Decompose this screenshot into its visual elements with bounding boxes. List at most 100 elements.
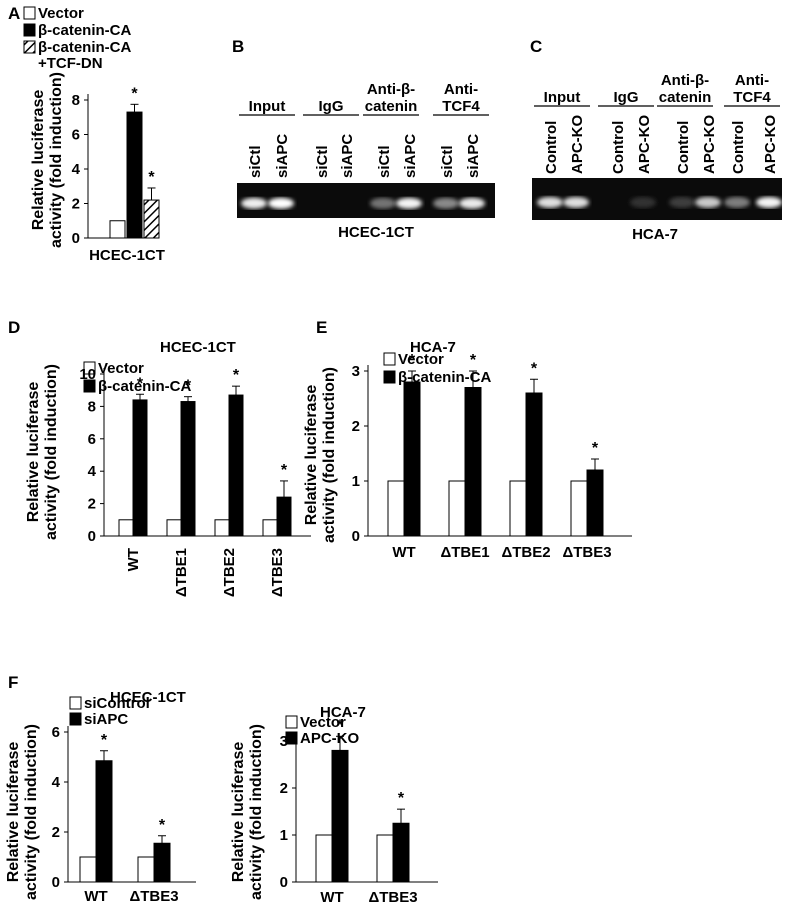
- bar: [166, 519, 182, 537]
- y-tick-label: 6: [52, 724, 60, 741]
- significance-star: *: [101, 732, 108, 749]
- significance-star: *: [137, 375, 144, 392]
- y-tick-label: 4: [88, 463, 97, 480]
- significance-star: *: [409, 352, 416, 369]
- legend-label: β-catenin-CA: [38, 39, 131, 56]
- y-tick-label: 2: [280, 780, 288, 797]
- gel-band: [459, 197, 485, 209]
- bar: [376, 834, 394, 883]
- legend-swatch: [285, 715, 298, 729]
- gel-band: [756, 196, 782, 208]
- y-axis-label: Relative luciferase: [25, 382, 42, 523]
- y-tick-label: 4: [72, 161, 81, 178]
- gel-b-caption: HCEC-1CT: [338, 224, 414, 241]
- bar: [95, 760, 113, 883]
- bar: [143, 199, 160, 239]
- y-tick-label: 0: [352, 528, 360, 545]
- bar: [180, 401, 196, 537]
- chart-title: HCEC-1CT: [160, 339, 236, 356]
- significance-star: *: [185, 378, 192, 395]
- y-tick-label: 3: [280, 733, 288, 750]
- gel-lane-label: siCtl: [247, 145, 264, 178]
- gel-band: [396, 197, 422, 209]
- legend-label: +TCF-DN: [38, 55, 103, 72]
- significance-star: *: [337, 717, 344, 734]
- gel-c: Input IgG Anti-β-catenin Anti-TCF4 Control AP…: [532, 72, 782, 220]
- gel-lane-label: siCtl: [314, 145, 331, 178]
- chart-title: HCA-7: [410, 339, 456, 356]
- x-tick-label: ΔTBE3: [269, 548, 286, 597]
- x-tick-label: ΔTBE1: [440, 544, 489, 561]
- bar: [214, 519, 230, 537]
- gel-group-label: TCF4: [733, 89, 771, 106]
- x-tick-label: ΔTBE3: [368, 889, 417, 906]
- gel-lane-label: APC-KO: [569, 115, 586, 174]
- chart-title: HCA-7: [320, 704, 366, 721]
- significance-star: *: [148, 169, 155, 186]
- gel-b: Input IgG Anti-β-catenin Anti-TCF4 siCtl siAP…: [237, 81, 495, 218]
- y-tick-label: 0: [52, 874, 60, 891]
- gel-band: [268, 197, 294, 209]
- panel-letter-c: C: [530, 37, 542, 56]
- gel-lane-label: APC-KO: [701, 115, 718, 174]
- legend-swatch: [23, 23, 36, 37]
- legend-swatch: [383, 352, 396, 366]
- bar: [153, 842, 171, 883]
- legend-swatch: [69, 696, 82, 710]
- legend-label: APC-KO: [300, 730, 359, 747]
- x-tick-label: ΔTBE3: [129, 888, 178, 905]
- panel-letter-b: B: [232, 37, 244, 56]
- gel-band: [563, 196, 589, 208]
- significance-star: *: [159, 817, 166, 834]
- bar: [262, 519, 278, 537]
- legend-label: Vector: [38, 5, 84, 22]
- panel-letter-f: F: [8, 673, 18, 692]
- y-axis-label: Relative luciferase: [30, 90, 47, 231]
- significance-star: *: [131, 85, 138, 102]
- y-axis-label: activity (fold induction): [248, 724, 265, 900]
- x-tick-label: HCEC-1CT: [89, 247, 165, 264]
- y-axis-label: Relative luciferase: [303, 385, 320, 526]
- gel-lane-label: Control: [730, 121, 747, 174]
- bar: [126, 111, 143, 239]
- chart-title: HCEC-1CT: [110, 689, 186, 706]
- x-tick-label: WT: [320, 889, 343, 906]
- significance-star: *: [398, 790, 405, 807]
- bar: [525, 392, 543, 537]
- y-axis-label: activity (fold induction): [43, 364, 60, 540]
- y-tick-label: 6: [72, 127, 80, 144]
- gel-band: [433, 197, 459, 209]
- bar: [387, 480, 405, 537]
- y-axis-label: Relative luciferase: [5, 742, 22, 883]
- gel-group-label: Anti-: [444, 81, 478, 98]
- panel-letter-a: A: [8, 4, 20, 23]
- legend-label: Vector: [98, 360, 144, 377]
- y-axis-label: activity (fold induction): [321, 367, 338, 543]
- legend-label: β-catenin-CA: [98, 378, 191, 395]
- significance-star: *: [233, 367, 240, 384]
- bar: [276, 496, 292, 537]
- gel-group-label: TCF4: [442, 98, 480, 115]
- bar: [464, 387, 482, 537]
- bar: [448, 480, 466, 537]
- x-tick-label: WT: [392, 544, 415, 561]
- legend-swatch: [23, 40, 36, 54]
- gel-lane-label: APC-KO: [762, 115, 779, 174]
- gel-band: [695, 196, 721, 208]
- significance-star: *: [281, 462, 288, 479]
- panel-letter-d: D: [8, 318, 20, 337]
- y-tick-label: 8: [72, 92, 80, 109]
- gel-group-label: Anti-β-: [367, 81, 415, 98]
- panel-letter-e: E: [316, 318, 327, 337]
- legend-label: siControl: [84, 695, 150, 712]
- y-tick-label: 0: [280, 874, 288, 891]
- legend-swatch: [69, 712, 82, 726]
- y-tick-label: 6: [88, 431, 96, 448]
- y-tick-label: 10: [79, 366, 96, 383]
- legend-label: Vector: [300, 714, 346, 731]
- y-tick-label: 1: [280, 827, 288, 844]
- bar: [132, 399, 148, 537]
